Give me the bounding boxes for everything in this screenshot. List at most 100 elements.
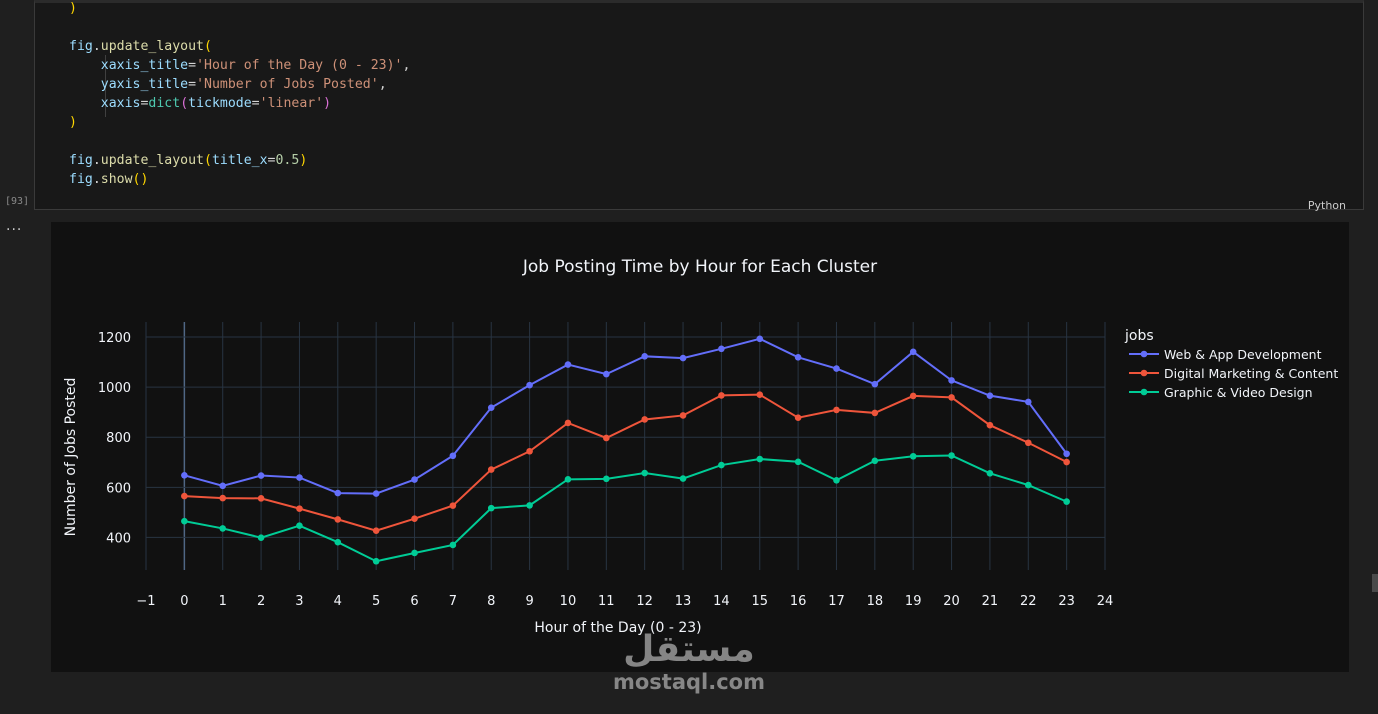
x-tick-labels: −1 0 1 2 3 4 5 6 7 8 9 10 11 12 13 14 15 16 17 18 19 20 21 22 23… [136, 594, 1113, 609]
code-cell[interactable]: ) fig.update_layout( xaxis_title='Hour of… [34, 0, 1364, 212]
data-point [679, 475, 687, 482]
legend-swatch-marker [1140, 388, 1148, 396]
data-point [334, 516, 342, 523]
code-token [69, 77, 101, 92]
code-line[interactable]: xaxis_title='Hour of the Day (0 - 23)', [69, 56, 411, 75]
data-point [718, 461, 725, 469]
data-point [794, 458, 802, 466]
cell-language-label[interactable]: Python [1307, 199, 1346, 212]
data-point [296, 522, 303, 529]
data-point [833, 477, 840, 484]
data-point [296, 505, 303, 512]
code-line[interactable]: fig.update_layout(title_x=0.5) [69, 151, 410, 170]
data-point [603, 434, 610, 442]
x-tick-label: 21 [982, 594, 999, 609]
data-point [296, 474, 303, 481]
x-tick-label: 14 [713, 594, 730, 609]
code-token: fig [69, 153, 93, 168]
data-point [641, 353, 648, 360]
x-tick-label: 13 [675, 594, 692, 609]
x-tick-label: 4 [334, 594, 342, 609]
y-tick-label: 1000 [98, 381, 131, 396]
legend-item-label[interactable]: Graphic & Video Design [1164, 385, 1313, 400]
data-point [1063, 450, 1070, 458]
data-point [756, 391, 764, 398]
legend-title: jobs [1124, 328, 1154, 344]
data-point [871, 457, 879, 465]
x-tick-label: 6 [410, 594, 418, 609]
code-token: = [251, 96, 260, 111]
data-point [986, 470, 994, 477]
scrollbar-thumb[interactable] [1372, 574, 1378, 592]
code-token: = [188, 77, 197, 92]
code-line[interactable] [69, 132, 410, 151]
code-token: 'linear' [259, 96, 324, 111]
x-tick-label: 0 [180, 594, 188, 609]
code-line[interactable]: ) [69, 0, 410, 18]
data-point [756, 335, 764, 343]
code-token: ) [299, 153, 308, 168]
chart-grid [145, 322, 1106, 570]
code-token: update_layout [100, 153, 204, 168]
code-token: dict [148, 96, 181, 111]
code-line[interactable]: yaxis_title='Number of Jobs Posted', [69, 75, 410, 94]
x-tick-label: 5 [372, 594, 380, 609]
data-point [181, 517, 188, 525]
chart-legend: jobs Web & App Development Digital Market… [1124, 328, 1338, 400]
code-editor[interactable]: ) fig.update_layout( xaxis_title='Hour of… [69, 0, 410, 189]
code-token: ) [69, 1, 77, 16]
data-point [1024, 398, 1032, 406]
output-more-icon[interactable]: ... [6, 218, 23, 234]
data-point [909, 452, 917, 460]
code-token [69, 96, 101, 111]
data-point [756, 455, 764, 463]
series-line [184, 393, 1068, 532]
chart-series [181, 335, 1070, 565]
data-point [181, 472, 188, 479]
code-token: , [378, 77, 387, 92]
code-line[interactable] [69, 18, 410, 37]
x-tick-label: −1 [136, 594, 155, 609]
code-token [69, 58, 101, 73]
data-point [603, 475, 610, 483]
data-point [871, 380, 879, 388]
data-point [449, 541, 457, 549]
data-point [641, 416, 648, 423]
legend-item-label[interactable]: Digital Marketing & Content [1164, 366, 1338, 381]
code-token: ) [69, 115, 77, 130]
cell-output: −1 0 1 2 3 4 5 6 7 8 9 10 11 12 13 14 15 16 17 18 19 20 21 22 23… [51, 222, 1349, 672]
code-token: fig [69, 39, 93, 54]
code-line[interactable]: fig.update_layout( [69, 37, 410, 56]
code-token: xaxis_title [100, 58, 189, 73]
x-tick-label: 11 [598, 594, 615, 609]
code-token: () [132, 172, 149, 187]
code-line[interactable]: ) [69, 113, 410, 132]
code-token: tickmode [188, 96, 252, 111]
data-point [449, 452, 457, 460]
x-tick-label: 7 [449, 594, 457, 609]
code-token: xaxis [100, 96, 141, 111]
code-token: , [402, 58, 411, 73]
code-line[interactable]: fig.show() [69, 170, 410, 189]
data-point [909, 348, 917, 356]
code-token: 'Number of Jobs Posted' [196, 77, 379, 92]
code-line[interactable]: xaxis=dict(tickmode='linear') [69, 94, 410, 113]
x-tick-label: 17 [828, 594, 845, 609]
x-tick-label: 12 [636, 594, 653, 609]
code-token: 0.5 [275, 153, 300, 168]
legend-swatch-marker [1140, 369, 1148, 377]
data-point [986, 421, 994, 429]
x-tick-label: 8 [487, 594, 495, 609]
data-point [641, 469, 648, 477]
code-token: = [140, 96, 149, 111]
data-point [1063, 458, 1070, 466]
legend-item-label[interactable]: Web & App Development [1164, 347, 1322, 362]
data-point [794, 414, 802, 421]
code-token: = [188, 58, 197, 73]
data-point [372, 527, 380, 534]
data-point [564, 476, 572, 483]
y-axis-title: Number of Jobs Posted [63, 378, 79, 537]
code-token: title_x [211, 153, 268, 168]
x-tick-label: 23 [1058, 594, 1075, 609]
code-token: fig [69, 172, 93, 187]
